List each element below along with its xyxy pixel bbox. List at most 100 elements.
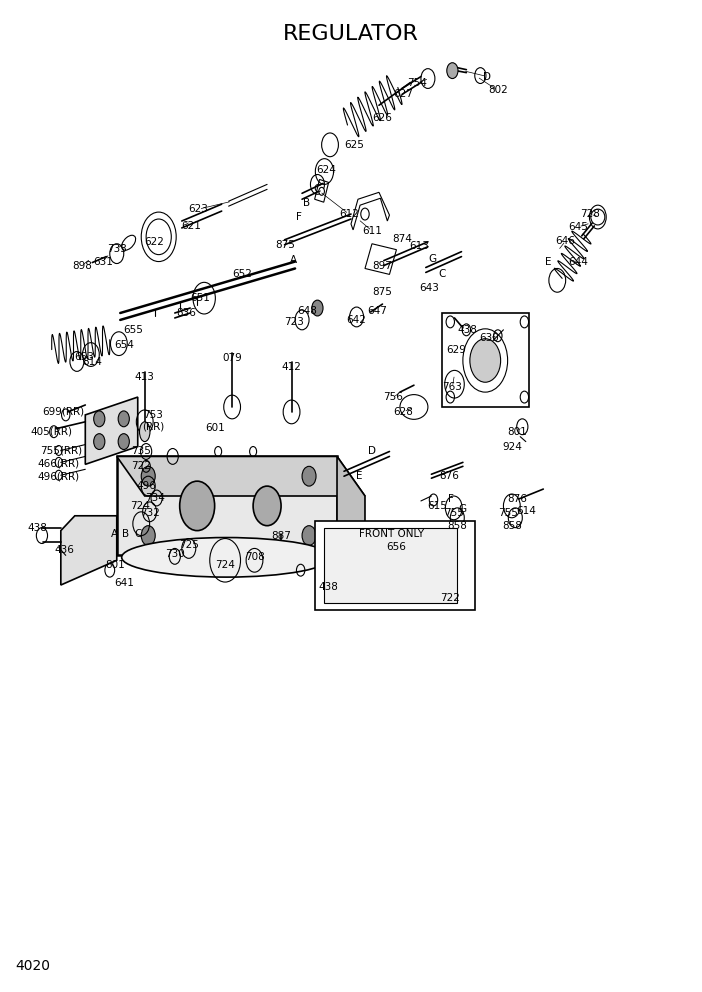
Text: 699(RR): 699(RR) — [42, 407, 84, 417]
Text: 629: 629 — [446, 344, 466, 354]
Circle shape — [446, 62, 458, 78]
Text: 079: 079 — [223, 352, 242, 362]
Text: 624: 624 — [317, 165, 336, 175]
Text: A: A — [290, 255, 297, 265]
Text: 801: 801 — [105, 560, 124, 570]
Text: 626: 626 — [373, 113, 392, 123]
Circle shape — [118, 411, 129, 427]
Text: 734: 734 — [145, 493, 165, 503]
Text: 802: 802 — [488, 85, 508, 95]
Text: 801: 801 — [507, 427, 526, 436]
Text: 466(RR): 466(RR) — [38, 458, 80, 468]
Text: 858: 858 — [502, 521, 522, 531]
Text: 656: 656 — [387, 543, 406, 553]
Text: 814: 814 — [82, 357, 102, 367]
Bar — [314, 521, 475, 610]
Text: C: C — [438, 270, 446, 280]
Text: 438: 438 — [458, 324, 477, 335]
Text: 646: 646 — [556, 236, 576, 246]
Text: 836: 836 — [177, 308, 197, 318]
Text: 924: 924 — [502, 441, 522, 451]
Text: A: A — [111, 529, 118, 539]
Text: 621: 621 — [182, 221, 201, 231]
Circle shape — [319, 187, 324, 195]
Text: 755: 755 — [498, 508, 518, 518]
Circle shape — [141, 466, 155, 486]
Text: B: B — [121, 529, 128, 539]
Text: 436: 436 — [54, 546, 74, 556]
Text: C: C — [134, 529, 141, 539]
Text: 643: 643 — [419, 284, 439, 294]
Text: 438: 438 — [28, 523, 48, 533]
Polygon shape — [337, 456, 365, 595]
Text: D: D — [368, 446, 376, 456]
Text: 756: 756 — [383, 392, 403, 402]
Text: 753
(RR): 753 (RR) — [142, 410, 164, 432]
Text: 644: 644 — [569, 257, 588, 267]
Text: C: C — [314, 185, 321, 194]
Text: G: G — [459, 504, 467, 514]
Circle shape — [302, 466, 316, 486]
Text: 875: 875 — [373, 288, 392, 298]
Text: 898: 898 — [72, 261, 92, 271]
Text: 405(RR): 405(RR) — [31, 427, 73, 436]
Text: 874: 874 — [392, 234, 412, 244]
Circle shape — [302, 526, 316, 546]
Text: REGULATOR: REGULATOR — [283, 24, 419, 44]
Text: 653: 653 — [74, 351, 94, 361]
Text: 723: 723 — [284, 316, 303, 327]
Polygon shape — [61, 516, 117, 585]
Circle shape — [93, 434, 105, 449]
Text: 647: 647 — [368, 306, 388, 316]
Text: 601: 601 — [205, 423, 225, 433]
Text: 735: 735 — [131, 446, 151, 456]
Text: 652: 652 — [232, 270, 253, 280]
Text: 876: 876 — [439, 471, 459, 481]
Text: 645: 645 — [569, 222, 588, 232]
Text: 631: 631 — [93, 257, 113, 267]
Text: B: B — [303, 198, 310, 208]
Text: 628: 628 — [394, 407, 413, 417]
Text: F: F — [448, 494, 454, 504]
Text: 733: 733 — [107, 244, 126, 254]
Text: 615: 615 — [427, 501, 447, 511]
Text: 897: 897 — [373, 261, 392, 271]
Circle shape — [180, 481, 215, 531]
Text: 612: 612 — [339, 209, 359, 219]
Circle shape — [379, 541, 407, 580]
Bar — [324, 528, 457, 603]
Text: 654: 654 — [114, 339, 133, 349]
Bar — [442, 313, 529, 407]
Text: 763: 763 — [442, 382, 463, 392]
Polygon shape — [117, 456, 337, 556]
Text: 438: 438 — [319, 582, 338, 592]
Text: 642: 642 — [347, 314, 366, 325]
Text: 651: 651 — [191, 294, 211, 304]
Text: 630: 630 — [479, 332, 499, 342]
Text: 708: 708 — [244, 553, 265, 562]
Text: 623: 623 — [189, 204, 208, 214]
Text: 4020: 4020 — [15, 959, 51, 973]
Circle shape — [385, 549, 402, 572]
Circle shape — [118, 434, 129, 449]
Text: 875: 875 — [275, 240, 296, 250]
Text: 627: 627 — [394, 89, 413, 99]
Text: 655: 655 — [123, 324, 143, 335]
Ellipse shape — [140, 422, 150, 441]
Text: 728: 728 — [580, 209, 600, 219]
Text: 724: 724 — [216, 560, 235, 570]
Text: 496: 496 — [137, 481, 157, 491]
Text: 625: 625 — [345, 140, 364, 150]
Text: 722: 722 — [131, 461, 151, 471]
Text: 641: 641 — [114, 578, 133, 588]
Text: 648: 648 — [297, 306, 317, 316]
Text: 722: 722 — [440, 593, 461, 603]
Text: 755: 755 — [444, 508, 464, 518]
Text: 755(RR): 755(RR) — [40, 445, 82, 455]
Polygon shape — [117, 456, 365, 496]
Polygon shape — [314, 180, 329, 202]
Circle shape — [141, 526, 155, 546]
Circle shape — [312, 301, 323, 316]
Text: 876: 876 — [508, 494, 527, 504]
Text: 412: 412 — [282, 362, 301, 372]
